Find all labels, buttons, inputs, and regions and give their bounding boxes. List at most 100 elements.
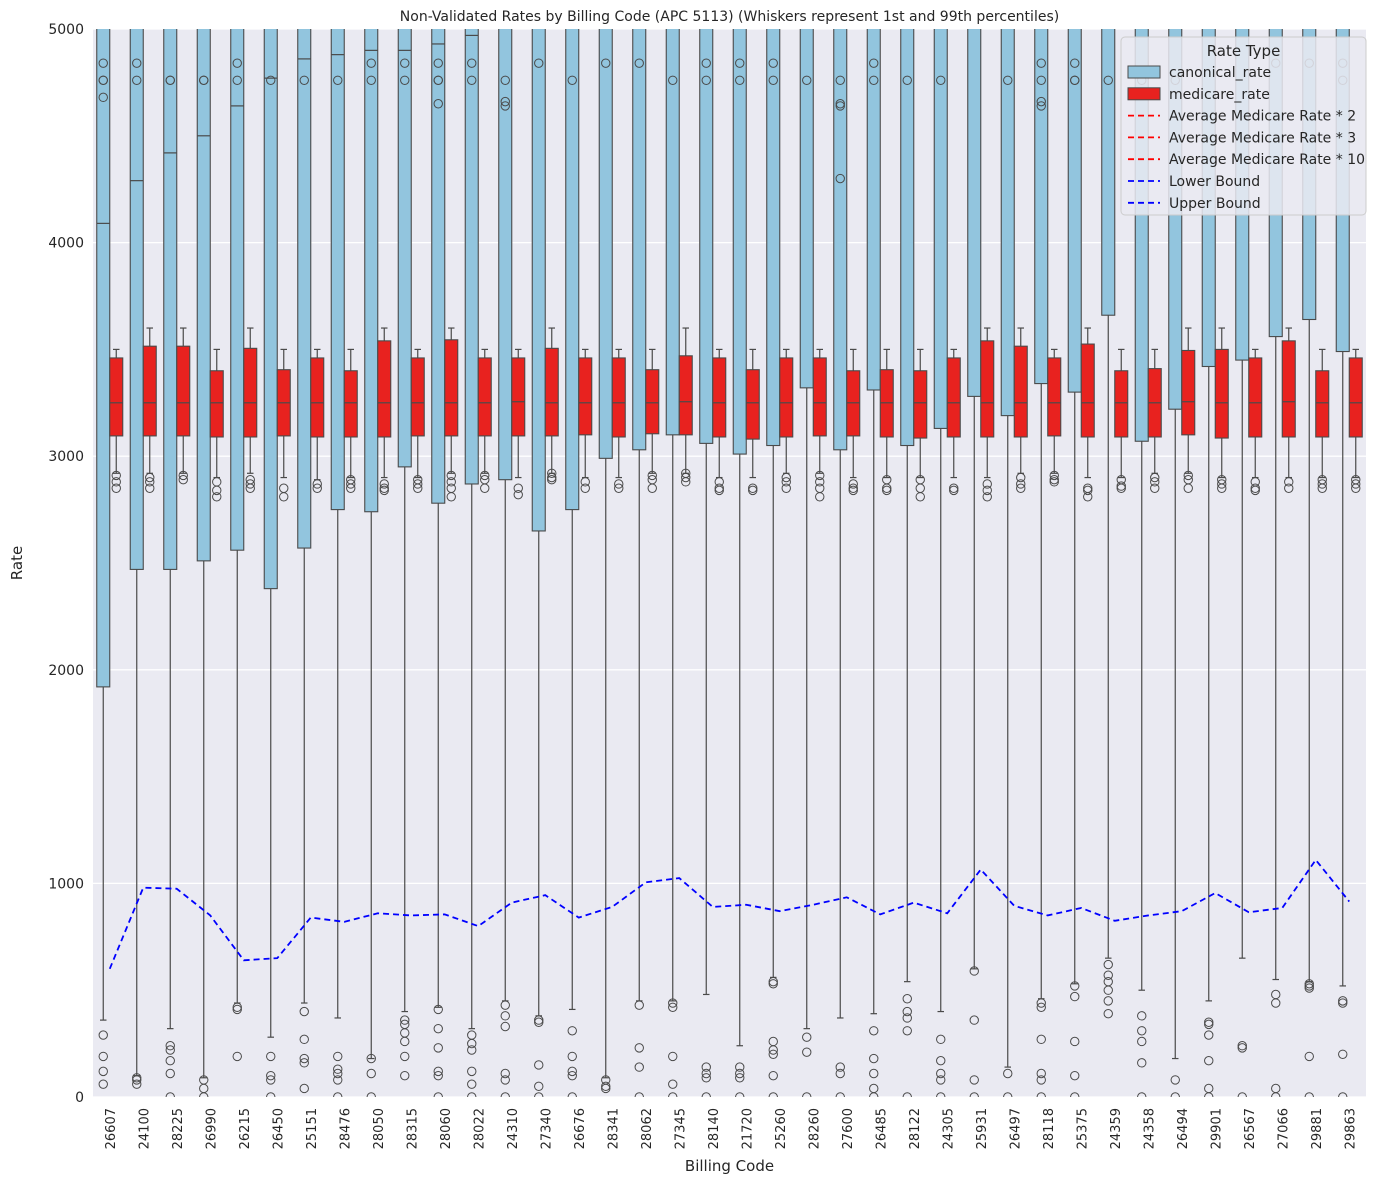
outlier-point: [668, 75, 678, 85]
outlier-point: [132, 1079, 142, 1089]
outlier-point: [333, 75, 343, 85]
outlier-point: [366, 58, 376, 68]
x-tick-label: 25931: [975, 1108, 990, 1149]
outlier-point: [1284, 477, 1294, 487]
x-tick-label: 26567: [1243, 1108, 1258, 1149]
outlier-point: [1036, 58, 1046, 68]
outlier-point: [433, 75, 443, 85]
outlier-point: [266, 75, 276, 85]
outlier-point: [400, 1051, 410, 1062]
outlier-point: [165, 1055, 175, 1066]
x-tick-label: 28060: [439, 1108, 454, 1149]
outlier-point: [534, 1081, 544, 1092]
medicare_rate-box-29863: [1348, 348, 1363, 493]
box: [330, 29, 345, 511]
outlier-point: [567, 1066, 577, 1077]
outlier-point: [668, 1079, 678, 1089]
legend-item: Upper Bound: [1128, 196, 1261, 212]
box: [766, 29, 781, 447]
medicare_rate-box-28118: [1047, 348, 1062, 487]
box: [477, 357, 492, 437]
box: [980, 340, 995, 438]
outlier-point: [768, 979, 778, 989]
outlier-point: [1036, 1002, 1046, 1012]
outlier-point: [500, 1075, 510, 1085]
legend-item: medicare_rate: [1127, 87, 1270, 103]
medicare_rate-box-28022: [477, 348, 492, 493]
outlier-point: [936, 1075, 946, 1085]
x-tick-label: 28225: [171, 1108, 186, 1149]
canonical_rate-box-28050: [364, 29, 379, 1097]
box: [1114, 370, 1129, 438]
outlier-point: [98, 1079, 108, 1089]
y-tick-label: 4000: [48, 236, 84, 252]
outlier-point: [982, 492, 992, 502]
outlier-point: [835, 101, 845, 111]
outlier-point: [634, 58, 644, 68]
outlier-point: [333, 1064, 343, 1074]
box: [444, 339, 459, 437]
box: [511, 357, 526, 437]
outlier-point: [379, 485, 389, 496]
outlier-point: [1070, 991, 1080, 1002]
box: [263, 29, 278, 590]
outlier-point: [145, 483, 155, 493]
outlier-point: [1036, 75, 1046, 85]
medicare_rate-box-26497: [1013, 327, 1028, 493]
outlier-point: [467, 1079, 477, 1089]
outlier-point: [333, 1092, 343, 1097]
outlier-point: [1204, 1017, 1214, 1027]
box: [699, 29, 714, 444]
canonical_rate-box-28341: [598, 29, 613, 1094]
outlier-point: [1304, 1051, 1314, 1062]
x-tick-label: 27340: [539, 1108, 554, 1149]
outlier-point: [735, 58, 745, 68]
outlier-point: [467, 1045, 477, 1055]
canonical_rate-box-21720: [732, 29, 747, 1097]
x-tick-label: 26497: [1008, 1108, 1023, 1149]
outlier-point: [701, 1092, 711, 1097]
outlier-point: [601, 58, 611, 68]
outlier-point: [815, 470, 825, 481]
outlier-point: [647, 470, 657, 481]
outlier-point: [346, 483, 356, 493]
outlier-point: [835, 75, 845, 85]
x-tick-label: 28118: [1042, 1108, 1057, 1149]
outlier-point: [98, 92, 108, 103]
outlier-point: [266, 1070, 276, 1081]
outlier-point: [1170, 1092, 1180, 1097]
x-tick-label: 26990: [204, 1108, 219, 1149]
box: [967, 29, 982, 397]
outlier-point: [232, 1051, 242, 1062]
box: [109, 357, 124, 437]
outlier-point: [433, 1066, 443, 1077]
canonical_rate-box-26485: [866, 29, 881, 1097]
outlier-point: [199, 75, 209, 85]
outlier-point: [634, 1043, 644, 1053]
outlier-point: [500, 75, 510, 85]
outlier-point: [1036, 998, 1046, 1008]
outlier-point: [232, 58, 242, 68]
outlier-point: [815, 492, 825, 502]
medicare_rate-box-26494: [1181, 327, 1196, 493]
outlier-point: [735, 1073, 745, 1083]
box: [946, 357, 961, 438]
outlier-point: [1036, 1034, 1046, 1045]
outlier-point: [433, 99, 443, 109]
legend-title: Rate Type: [1207, 42, 1281, 60]
outlier-point: [681, 472, 691, 483]
box: [866, 29, 881, 391]
canonical_rate-box-25931: [967, 29, 982, 1097]
outlier-point: [882, 485, 892, 496]
outlier-point: [735, 1068, 745, 1079]
outlier-point: [1351, 483, 1361, 493]
outlier-point: [1150, 483, 1160, 493]
outlier-point: [299, 1083, 309, 1094]
outlier-point: [1150, 472, 1160, 483]
outlier-point: [869, 1068, 879, 1079]
outlier-point: [1170, 1075, 1180, 1085]
medicare_rate-box-29881: [1315, 348, 1330, 493]
outlier-point: [165, 75, 175, 85]
outlier-point: [232, 75, 242, 85]
legend-label: Average Medicare Rate * 2: [1169, 109, 1356, 125]
